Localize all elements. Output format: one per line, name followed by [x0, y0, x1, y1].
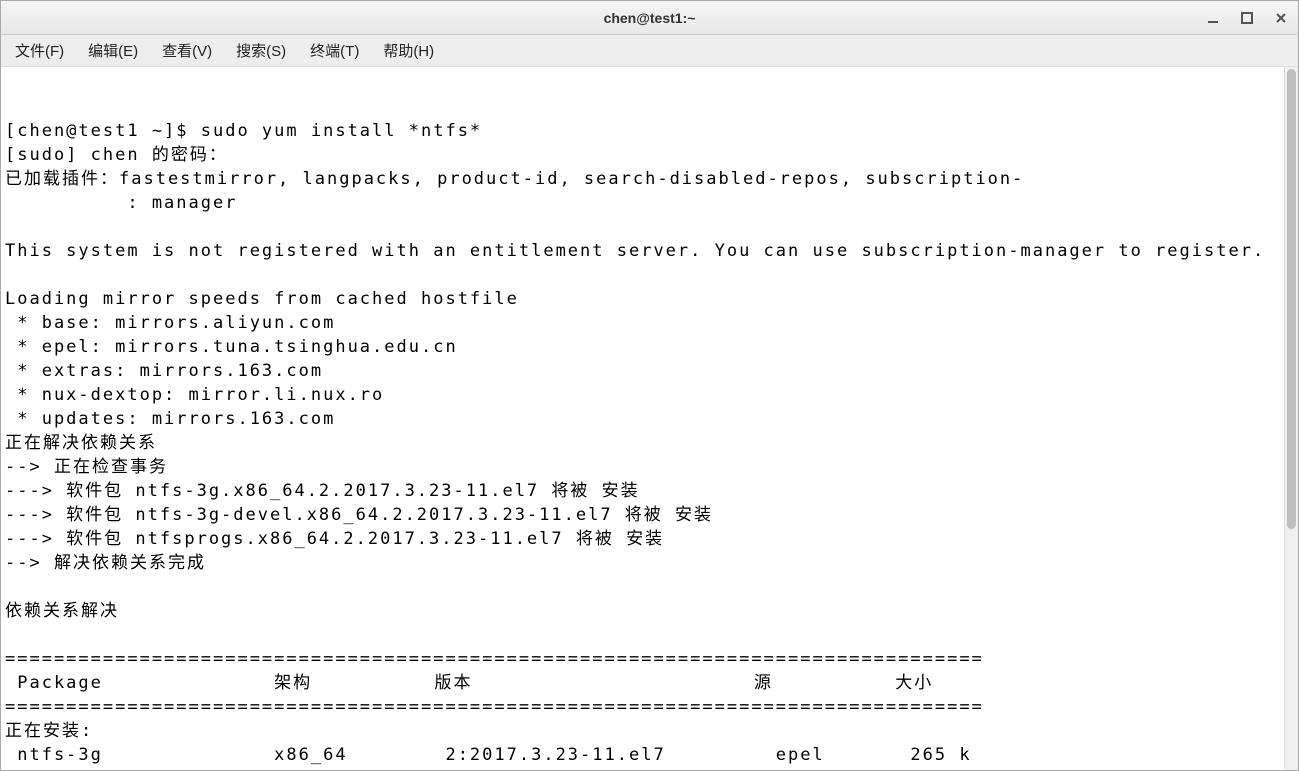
term-line: : manager [5, 193, 237, 213]
scrollbar[interactable] [1284, 67, 1298, 770]
term-line: --> 正在检查事务 [5, 457, 168, 477]
term-line: * extras: mirrors.163.com [5, 361, 323, 381]
term-line: * epel: mirrors.tuna.tsinghua.edu.cn [5, 337, 458, 357]
menubar: 文件(F) 编辑(E) 查看(V) 搜索(S) 终端(T) 帮助(H) [1, 35, 1298, 67]
menu-help[interactable]: 帮助(H) [373, 36, 444, 65]
term-line: ========================================… [5, 649, 984, 669]
term-line: --> 解决依赖关系完成 [5, 553, 206, 573]
term-line: * updates: mirrors.163.com [5, 409, 335, 429]
menu-terminal[interactable]: 终端(T) [300, 36, 369, 65]
term-line: This system is not registered with an en… [5, 241, 1265, 261]
scrollbar-thumb[interactable] [1287, 69, 1296, 529]
term-line: Package 架构 版本 源 大小 [5, 673, 933, 693]
term-line: 已加载插件：fastestmirror, langpacks, product-… [5, 169, 1024, 189]
term-line: ntfs-3g x86_64 2:2017.3.23-11.el7 epel 2… [5, 745, 972, 765]
menu-edit[interactable]: 编辑(E) [78, 36, 148, 65]
term-line: 正在安装: [5, 721, 93, 741]
term-line: Loading mirror speeds from cached hostfi… [5, 289, 519, 309]
term-line: ---> 软件包 ntfs-3g.x86_64.2.2017.3.23-11.e… [5, 481, 640, 501]
term-line: [sudo] chen 的密码： [5, 145, 228, 165]
term-line: [chen@test1 ~]$ sudo yum install *ntfs* [5, 121, 482, 141]
maximize-icon[interactable] [1238, 9, 1256, 27]
term-line: ---> 软件包 ntfs-3g-devel.x86_64.2.2017.3.2… [5, 505, 713, 525]
minimize-icon[interactable] [1204, 9, 1222, 27]
terminal-area[interactable]: [chen@test1 ~]$ sudo yum install *ntfs* … [1, 67, 1298, 770]
term-line: * base: mirrors.aliyun.com [5, 313, 335, 333]
menu-search[interactable]: 搜索(S) [226, 36, 296, 65]
window-title: chen@test1:~ [604, 10, 696, 26]
terminal-window: chen@test1:~ 文件(F) 编辑(E) 查看(V) 搜索(S) 终端(… [0, 0, 1299, 771]
terminal-output: [chen@test1 ~]$ sudo yum install *ntfs* … [5, 119, 1294, 770]
term-line: ---> 软件包 ntfsprogs.x86_64.2.2017.3.23-11… [5, 529, 664, 549]
titlebar[interactable]: chen@test1:~ [1, 1, 1298, 35]
window-controls [1204, 1, 1290, 34]
menu-file[interactable]: 文件(F) [5, 36, 74, 65]
term-line: 依赖关系解决 [5, 601, 119, 621]
term-line: * nux-dextop: mirror.li.nux.ro [5, 385, 384, 405]
term-line: ntfs-3g-devel x86_64 2:2017.3.23-11.el7 … [5, 769, 972, 770]
close-icon[interactable] [1272, 9, 1290, 27]
term-line: ========================================… [5, 697, 984, 717]
menu-view[interactable]: 查看(V) [152, 36, 222, 65]
term-line: 正在解决依赖关系 [5, 433, 157, 453]
